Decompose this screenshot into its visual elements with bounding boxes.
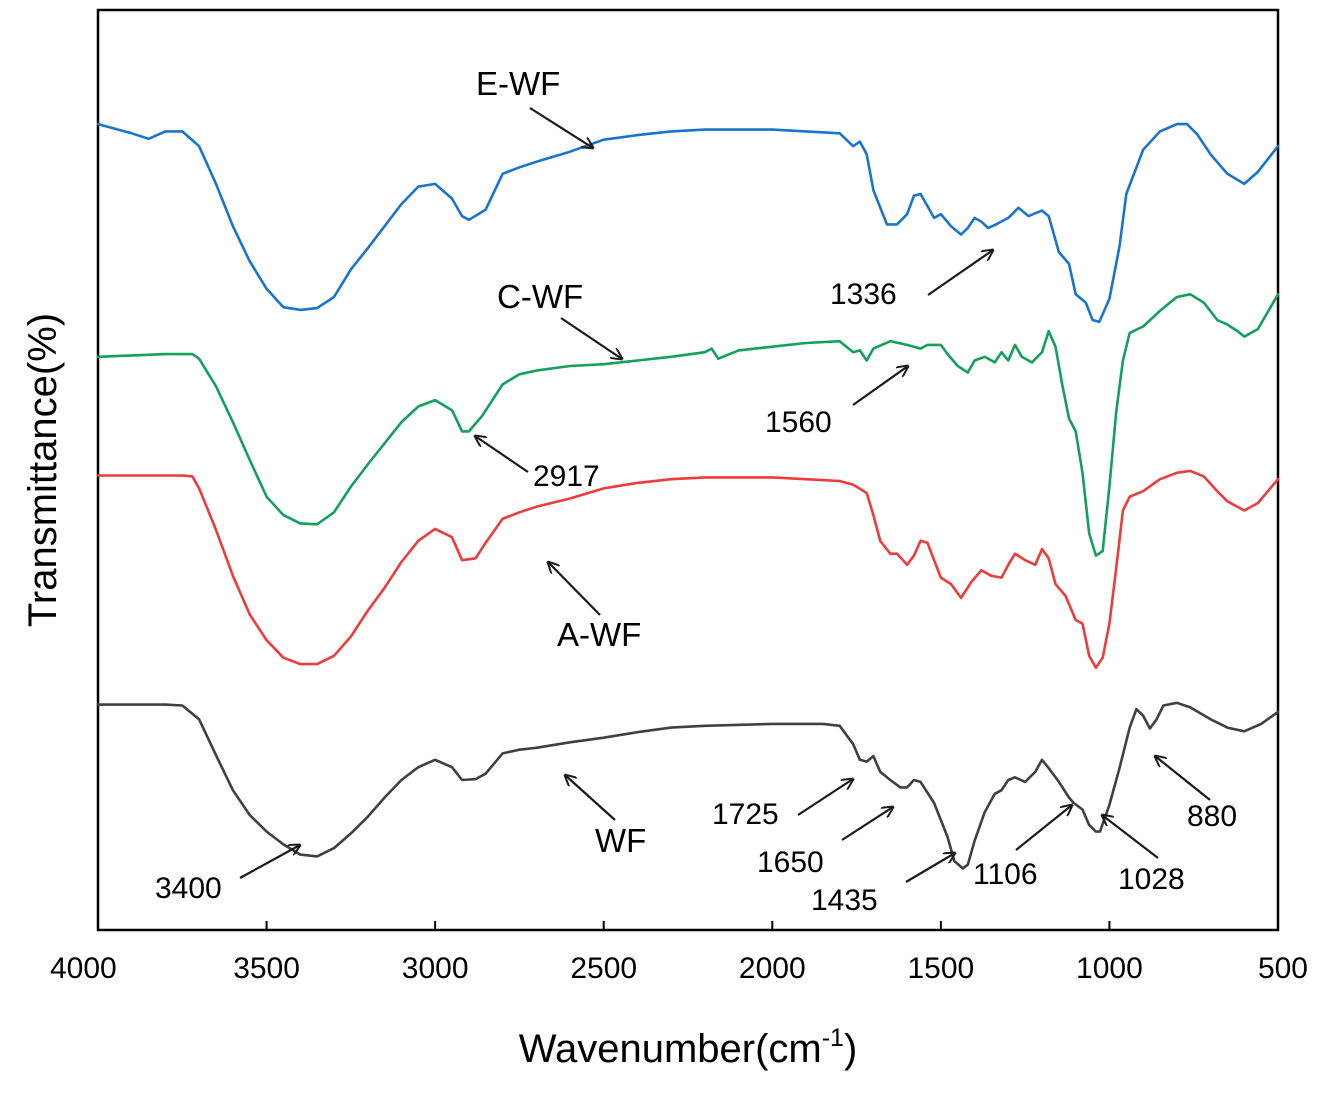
x-tick-label-3500: 3500 (233, 952, 300, 985)
arrow-1106 (1015, 805, 1072, 851)
series-label-wf: WF (595, 822, 646, 859)
arrow-1028 (1102, 815, 1159, 859)
y-axis-title: Transmittance(%) (21, 313, 65, 627)
annotation-arrows (239, 107, 1211, 883)
peak-label-1336: 1336 (830, 278, 897, 311)
arrow-1725 (797, 779, 853, 816)
peak-label-1560: 1560 (765, 406, 832, 439)
x-axis-title-main: Wavenumber(cm (519, 1027, 822, 1071)
x-tick-label-1000: 1000 (1076, 952, 1143, 985)
series-line-c-wf (96, 293, 1280, 557)
series-labels: E-WF C-WF A-WF WF (476, 65, 646, 859)
peak-label-880: 880 (1187, 800, 1237, 833)
series-line-a-wf (96, 469, 1280, 670)
peak-label-1106: 1106 (973, 858, 1038, 891)
arrow-1435 (905, 853, 955, 883)
arrow-a-wf (548, 562, 601, 616)
x-axis-ticks: 4000 3500 3000 2500 2000 1500 1000 500 (50, 921, 1308, 985)
peak-label-2917: 2917 (533, 460, 600, 493)
arrow-1560 (852, 366, 908, 406)
x-tick-label-2000: 2000 (739, 952, 806, 985)
peak-label-1435: 1435 (811, 884, 878, 917)
arrow-3400 (239, 845, 300, 879)
arrow-1336 (927, 250, 993, 296)
peak-label-1725: 1725 (712, 798, 779, 831)
arrow-880 (1155, 756, 1211, 801)
x-tick-label-3000: 3000 (402, 952, 469, 985)
x-tick-label-4000: 4000 (50, 952, 117, 985)
x-tick-label-2500: 2500 (570, 952, 637, 985)
x-tick-label-1500: 1500 (907, 952, 974, 985)
x-tick-label-500: 500 (1258, 952, 1308, 985)
series-line-e-wf (96, 122, 1280, 324)
arrow-1650 (841, 807, 893, 841)
peak-label-3400: 3400 (155, 872, 222, 905)
series-layer (96, 122, 1280, 870)
x-axis-title: Wavenumber(cm-1) (519, 1024, 858, 1071)
plot-frame (96, 8, 1280, 932)
peak-label-1650: 1650 (757, 846, 824, 879)
arrow-wf (565, 775, 616, 821)
arrow-2917 (475, 436, 529, 473)
arrow-c-wf (560, 317, 622, 359)
x-axis-title-superscript: -1 (822, 1024, 844, 1052)
series-line-wf (96, 701, 1280, 870)
peak-labels: 1336 1560 2917 3400 1725 1650 1435 1106 … (155, 278, 1237, 917)
x-axis-title-close: ) (844, 1027, 857, 1071)
peak-label-1028: 1028 (1118, 863, 1185, 896)
series-label-e-wf: E-WF (476, 65, 560, 102)
series-label-a-wf: A-WF (557, 616, 641, 653)
series-label-c-wf: C-WF (497, 278, 583, 315)
arrow-e-wf (529, 107, 593, 148)
